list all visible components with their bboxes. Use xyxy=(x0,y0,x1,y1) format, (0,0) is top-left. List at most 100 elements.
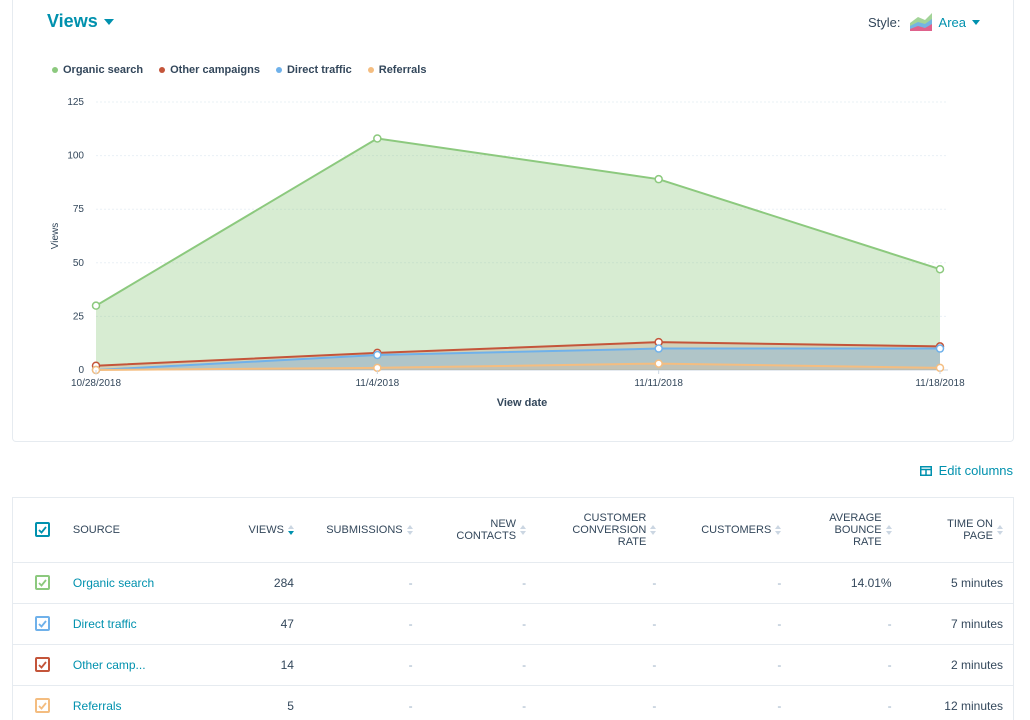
line-direct-traffic xyxy=(95,347,940,371)
y-tick-label: 75 xyxy=(73,204,85,215)
column-header-source[interactable]: SOURCE xyxy=(73,498,220,562)
data-point-direct-traffic xyxy=(654,344,663,353)
legend-dot xyxy=(159,67,166,73)
views-metric-dropdown[interactable]: Views xyxy=(47,11,114,32)
column-header-customer-conversion-rate[interactable]: CUSTOMER CONVERSION RATE xyxy=(536,498,666,562)
source-link[interactable]: Direct traffic xyxy=(72,616,137,631)
data-point-referrals xyxy=(654,359,663,368)
columns-icon xyxy=(919,465,932,476)
data-points xyxy=(91,134,945,375)
axis-ticks: 0 25 50 75 100 125 10/28/2018 11/4/2018 11/11/20… xyxy=(67,97,965,389)
edit-columns-label: Edit columns xyxy=(938,463,1013,478)
column-header-submissions[interactable]: SUBMISSIONS xyxy=(304,498,423,562)
legend-label: Direct traffic xyxy=(286,64,352,76)
column-header-views[interactable]: VIEWS xyxy=(220,498,304,562)
submissions-cell: - xyxy=(408,698,413,713)
customers-cell: - xyxy=(777,575,782,590)
source-cell: Direct traffic xyxy=(73,603,220,644)
column-header-time-on-page[interactable]: TIME ON PAGE xyxy=(902,498,1013,562)
table-row: Other camp... 14 - - - - - 2 minutes xyxy=(13,644,1013,685)
column-header-new-contacts[interactable]: NEW CONTACTS xyxy=(423,498,536,562)
time-on-page-cell: 2 minutes xyxy=(950,657,1003,672)
new-contacts-cell: - xyxy=(522,657,527,672)
legend-item-direct-traffic[interactable]: Direct traffic xyxy=(275,64,352,76)
table-row: Referrals 5 - - - - - 12 minutes xyxy=(13,685,1013,720)
column-header-customers[interactable]: CUSTOMERS xyxy=(666,498,791,562)
checkmark-icon xyxy=(38,661,48,669)
time-on-page-cell: 12 minutes xyxy=(944,698,1003,713)
table-header-row: SOURCE VIEWS SUBMISSIONS xyxy=(13,498,1013,562)
column-header-label: CONTACTS xyxy=(456,529,517,542)
views-title-text: Views xyxy=(47,11,98,31)
sort-icon xyxy=(885,524,892,535)
select-all-cell xyxy=(13,498,73,562)
y-tick-label: 50 xyxy=(73,258,85,269)
chart-style-control: Style: Area xyxy=(868,12,980,32)
legend-dot xyxy=(367,67,374,73)
customers-cell: - xyxy=(777,616,782,631)
column-header-label: RATE xyxy=(617,535,647,548)
row-checkbox-direct-traffic[interactable] xyxy=(35,616,51,632)
column-header-label: BOUNCE xyxy=(834,523,882,536)
select-all-checkbox[interactable] xyxy=(35,522,51,538)
legend-dot xyxy=(52,67,58,73)
bounce-rate-cell: 14.01% xyxy=(850,575,892,590)
source-link[interactable]: Other camp... xyxy=(72,657,146,672)
data-point-organic-search xyxy=(935,264,945,274)
views-cell: 5 xyxy=(287,698,294,713)
column-header-label: AVERAGE xyxy=(829,511,882,524)
legend-label: Referrals xyxy=(378,64,427,76)
edit-columns-button[interactable]: Edit columns xyxy=(919,463,1013,478)
bounce-rate-cell: - xyxy=(887,616,892,631)
data-point-organic-search xyxy=(654,174,663,184)
sort-icon xyxy=(520,524,527,535)
chart-style-dropdown[interactable]: Area xyxy=(909,12,980,32)
source-cell: Organic search xyxy=(73,562,220,603)
column-header-label: CUSTOMER xyxy=(583,511,647,524)
source-link[interactable]: Referrals xyxy=(72,698,122,713)
sources-table: SOURCE VIEWS SUBMISSIONS xyxy=(13,498,1013,720)
data-point-organic-search xyxy=(91,301,101,310)
row-checkbox-other-campaigns[interactable] xyxy=(35,657,51,673)
submissions-cell: - xyxy=(408,616,413,631)
table-row: Organic search 284 - - - - 14.01% 5 minu… xyxy=(13,562,1013,603)
chart-legend: Organic search Other campaigns Direct tr… xyxy=(52,64,426,76)
submissions-cell: - xyxy=(408,575,413,590)
column-header-label: PAGE xyxy=(963,529,993,542)
legend-dot xyxy=(275,67,282,73)
row-checkbox-cell xyxy=(13,603,73,644)
column-header-label: CUSTOMERS xyxy=(701,523,772,536)
legend-label: Organic search xyxy=(63,64,144,76)
line-organic-search xyxy=(95,137,941,307)
data-point-direct-traffic xyxy=(935,344,945,353)
row-checkbox-referrals[interactable] xyxy=(35,698,51,714)
column-header-label: NEW xyxy=(490,517,517,530)
line-referrals xyxy=(95,362,941,371)
sort-icon xyxy=(775,524,782,535)
legend-item-referrals[interactable]: Referrals xyxy=(367,64,427,76)
new-contacts-cell: - xyxy=(522,575,527,590)
checkmark-icon xyxy=(38,702,48,710)
new-contacts-cell: - xyxy=(522,698,527,713)
column-header-label: TIME ON xyxy=(947,517,993,530)
line-other-campaigns xyxy=(95,341,941,367)
source-link[interactable]: Organic search xyxy=(72,575,155,590)
sort-icon xyxy=(650,524,657,535)
views-cell: 47 xyxy=(280,616,294,631)
row-checkbox-cell xyxy=(13,644,73,685)
sort-icon xyxy=(406,524,413,535)
legend-item-other-campaigns[interactable]: Other campaigns xyxy=(159,64,260,76)
source-cell: Referrals xyxy=(73,685,220,720)
chart-card xyxy=(12,0,1014,442)
area-organic-search xyxy=(96,138,940,370)
y-tick-label: 0 xyxy=(78,365,84,376)
submissions-cell: - xyxy=(408,657,413,672)
row-checkbox-organic-search[interactable] xyxy=(35,575,51,591)
legend-item-organic-search[interactable]: Organic search xyxy=(52,64,143,76)
time-on-page-cell: 5 minutes xyxy=(950,575,1003,590)
data-point-direct-traffic xyxy=(373,350,382,360)
sort-icon xyxy=(287,524,294,535)
column-header-average-bounce-rate[interactable]: AVERAGE BOUNCE RATE xyxy=(791,498,901,562)
customers-cell: - xyxy=(777,657,782,672)
conversion-rate-cell: - xyxy=(652,698,657,713)
